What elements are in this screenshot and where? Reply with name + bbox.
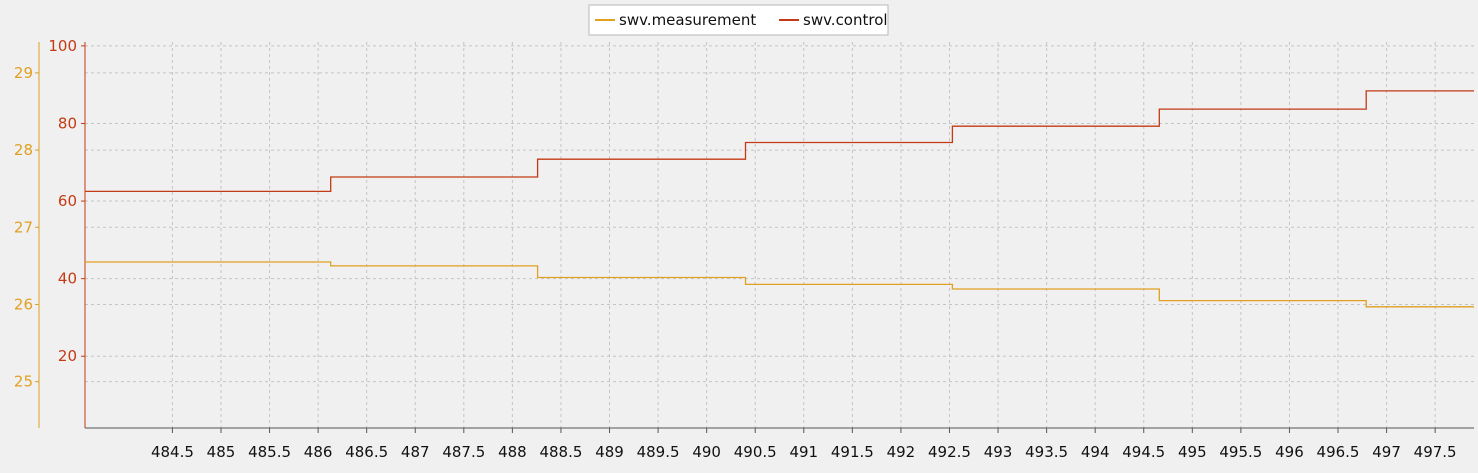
x-tick-label: 491.5 [831, 443, 874, 461]
series-swv-control [85, 90, 1474, 193]
x-tick-label: 493.5 [1025, 443, 1068, 461]
x-tick-label: 486 [304, 443, 333, 461]
y-tick-label: 60 [58, 192, 77, 210]
series-lines [85, 90, 1474, 308]
x-tick-label: 487 [401, 443, 430, 461]
y-tick-label: 28 [14, 141, 33, 159]
y-tick-label: 80 [58, 114, 77, 132]
x-tick-label: 484.5 [151, 443, 194, 461]
x-tick-label: 495.5 [1219, 443, 1262, 461]
x-tick-label: 493 [984, 443, 1013, 461]
x-tick-label: 489 [595, 443, 624, 461]
x-tick-label: 488.5 [539, 443, 582, 461]
x-tick-label: 496 [1275, 443, 1304, 461]
x-tick-label: 490 [692, 443, 721, 461]
x-tick-label: 495 [1178, 443, 1207, 461]
x-tick-label: 486.5 [345, 443, 388, 461]
x-tick-label: 491 [789, 443, 818, 461]
y-tick-label: 29 [14, 64, 33, 82]
y-tick-label: 26 [14, 295, 33, 313]
x-tick-label: 485 [207, 443, 236, 461]
x-tick-label: 492.5 [928, 443, 971, 461]
x-tick-label: 497 [1372, 443, 1401, 461]
legend-label: swv.measurement [619, 11, 756, 29]
y-tick-label: 25 [14, 373, 33, 391]
x-tick-label: 492 [887, 443, 916, 461]
x-tick-label: 485.5 [248, 443, 291, 461]
x-tick-label: 490.5 [734, 443, 777, 461]
x-tick-label: 494.5 [1122, 443, 1165, 461]
legend[interactable]: swv.measurement swv.control [588, 4, 889, 36]
x-tick-label: 496.5 [1317, 443, 1360, 461]
x-tick-label: 489.5 [637, 443, 680, 461]
legend-label: swv.control [803, 11, 888, 29]
y-tick-label: 20 [58, 347, 77, 365]
x-tick-label: 497.5 [1414, 443, 1457, 461]
legend-box [588, 4, 889, 36]
grid-lines [85, 42, 1474, 428]
series-swv-measurement [85, 261, 1474, 308]
x-tick-label: 487.5 [442, 443, 485, 461]
x-tick-label: 488 [498, 443, 527, 461]
y-tick-label: 27 [14, 218, 33, 236]
x-tick-label: 494 [1081, 443, 1110, 461]
y-tick-label: 40 [58, 270, 77, 288]
axes: 484.5 485 485.5 486 486.5 487 487.5 488 488.5 489… [14, 37, 1474, 461]
y-tick-label: 100 [48, 37, 77, 55]
